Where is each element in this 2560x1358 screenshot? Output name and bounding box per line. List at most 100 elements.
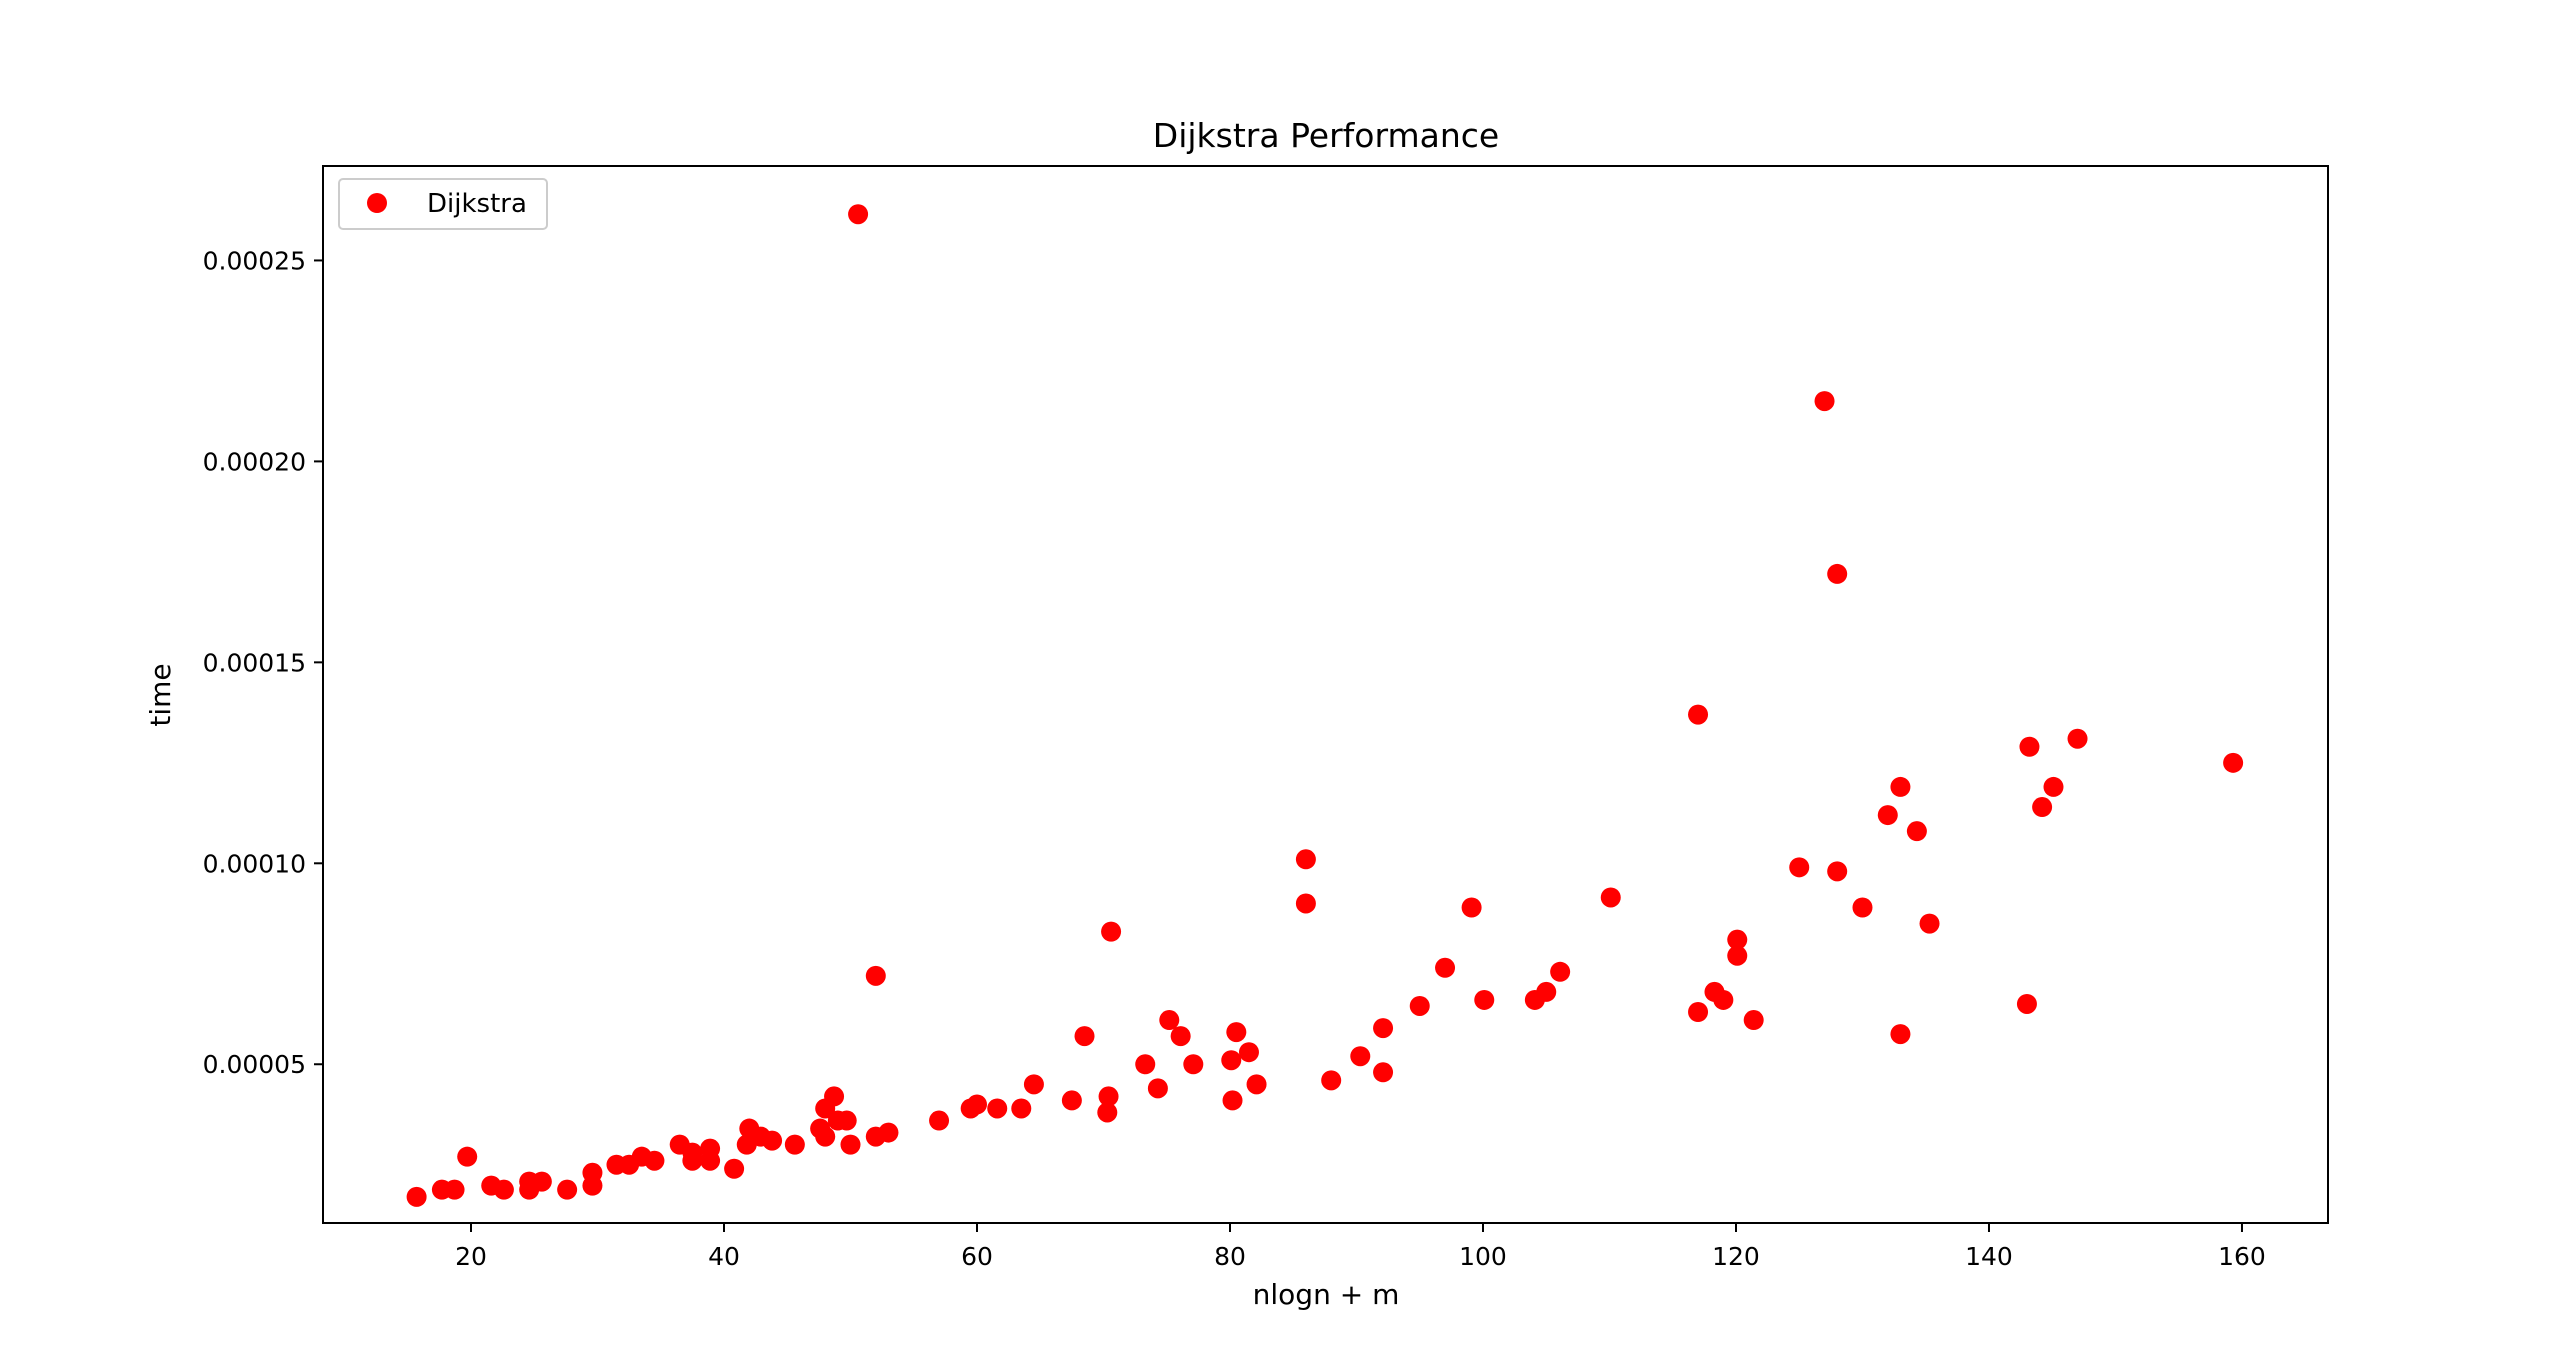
data-point xyxy=(1890,1024,1911,1045)
data-point xyxy=(2016,993,2037,1014)
data-point xyxy=(1536,981,1557,1002)
data-point xyxy=(1221,1050,1242,1071)
data-point xyxy=(1135,1054,1156,1075)
data-point xyxy=(1373,1062,1394,1083)
x-tick-label: 20 xyxy=(455,1242,487,1271)
data-point xyxy=(1295,849,1316,870)
data-point xyxy=(865,965,886,986)
x-axis-ticks: 20 40 60 80 100 120 140 160 xyxy=(455,1223,2266,1271)
data-point xyxy=(1852,897,1873,918)
y-axis-ticks: 0.00005 0.00010 0.00015 0.00020 0.00025 xyxy=(203,246,323,1079)
data-point xyxy=(1600,887,1621,908)
plot-area-frame xyxy=(322,165,2329,1224)
data-point xyxy=(966,1094,987,1115)
data-point xyxy=(1098,1086,1119,1107)
data-point xyxy=(444,1179,465,1200)
x-tick-label: 80 xyxy=(1214,1242,1246,1271)
data-point xyxy=(1350,1046,1371,1067)
data-point xyxy=(1827,861,1848,882)
y-tick-label: 0.00020 xyxy=(203,447,306,476)
data-point xyxy=(1727,945,1748,966)
x-tick-label: 160 xyxy=(2218,1242,2266,1271)
data-point xyxy=(824,1086,845,1107)
data-point xyxy=(1074,1026,1095,1047)
data-point xyxy=(1435,957,1456,978)
data-point xyxy=(1474,989,1495,1010)
y-tick-label: 0.00005 xyxy=(203,1050,306,1079)
x-tick-label: 120 xyxy=(1712,1242,1760,1271)
data-point xyxy=(1159,1010,1180,1031)
legend-marker xyxy=(367,193,387,213)
legend: Dijkstra xyxy=(338,178,548,230)
data-point xyxy=(836,1110,857,1131)
data-point xyxy=(1097,1102,1118,1123)
data-point xyxy=(582,1175,603,1196)
data-point xyxy=(1827,563,1848,584)
data-point xyxy=(406,1186,427,1207)
data-point xyxy=(1295,893,1316,914)
data-point xyxy=(682,1150,703,1171)
legend-box xyxy=(338,178,548,230)
x-axis-label: nlogn + m xyxy=(1253,1278,1400,1311)
y-tick-label: 0.00010 xyxy=(203,849,306,878)
data-point xyxy=(1101,921,1122,942)
data-point xyxy=(2067,728,2088,749)
x-tick-label: 140 xyxy=(1965,1242,2013,1271)
data-point xyxy=(2019,736,2040,757)
data-point xyxy=(1550,961,1571,982)
data-point xyxy=(840,1134,861,1155)
data-point xyxy=(929,1110,950,1131)
data-point xyxy=(1226,1022,1247,1043)
data-point xyxy=(1688,1002,1709,1023)
data-point xyxy=(784,1134,805,1155)
data-point xyxy=(644,1150,665,1171)
data-point xyxy=(2223,752,2244,773)
data-point xyxy=(1061,1090,1082,1111)
data-point xyxy=(1919,913,1940,934)
data-point xyxy=(1890,776,1911,797)
data-point xyxy=(557,1179,578,1200)
data-point xyxy=(700,1138,721,1159)
legend-label: Dijkstra xyxy=(427,189,527,219)
data-point xyxy=(457,1146,478,1167)
data-point xyxy=(2043,776,2064,797)
data-point xyxy=(1183,1054,1204,1075)
x-tick-label: 60 xyxy=(961,1242,993,1271)
data-point xyxy=(1246,1074,1267,1095)
data-point xyxy=(1688,704,1709,725)
data-point xyxy=(1011,1098,1032,1119)
data-point xyxy=(1713,989,1734,1010)
data-point xyxy=(2032,797,2053,818)
data-point xyxy=(815,1126,836,1147)
data-point xyxy=(1373,1018,1394,1039)
data-point xyxy=(1727,929,1748,950)
data-point xyxy=(1147,1078,1168,1099)
y-tick-label: 0.00025 xyxy=(203,246,306,275)
data-point xyxy=(1321,1070,1342,1091)
y-tick-label: 0.00015 xyxy=(203,648,306,677)
data-point xyxy=(987,1098,1008,1119)
data-point xyxy=(762,1130,783,1151)
data-point xyxy=(1877,805,1898,826)
data-point xyxy=(493,1179,514,1200)
data-point xyxy=(1238,1042,1259,1063)
data-point xyxy=(878,1122,899,1143)
data-point xyxy=(724,1158,745,1179)
data-point xyxy=(1170,1026,1191,1047)
data-point xyxy=(1461,897,1482,918)
data-point xyxy=(1906,821,1927,842)
x-tick-label: 40 xyxy=(708,1242,740,1271)
data-point xyxy=(1789,857,1810,878)
data-point xyxy=(1814,391,1835,412)
y-axis-label: time xyxy=(144,663,177,726)
data-point xyxy=(1222,1090,1243,1111)
data-point xyxy=(531,1171,552,1192)
data-point xyxy=(1023,1074,1044,1095)
data-point xyxy=(848,204,869,225)
x-tick-label: 100 xyxy=(1459,1242,1507,1271)
chart-title: Dijkstra Performance xyxy=(1153,116,1499,155)
data-point xyxy=(1743,1010,1764,1031)
data-point xyxy=(1409,995,1430,1016)
data-points xyxy=(406,204,2244,1207)
